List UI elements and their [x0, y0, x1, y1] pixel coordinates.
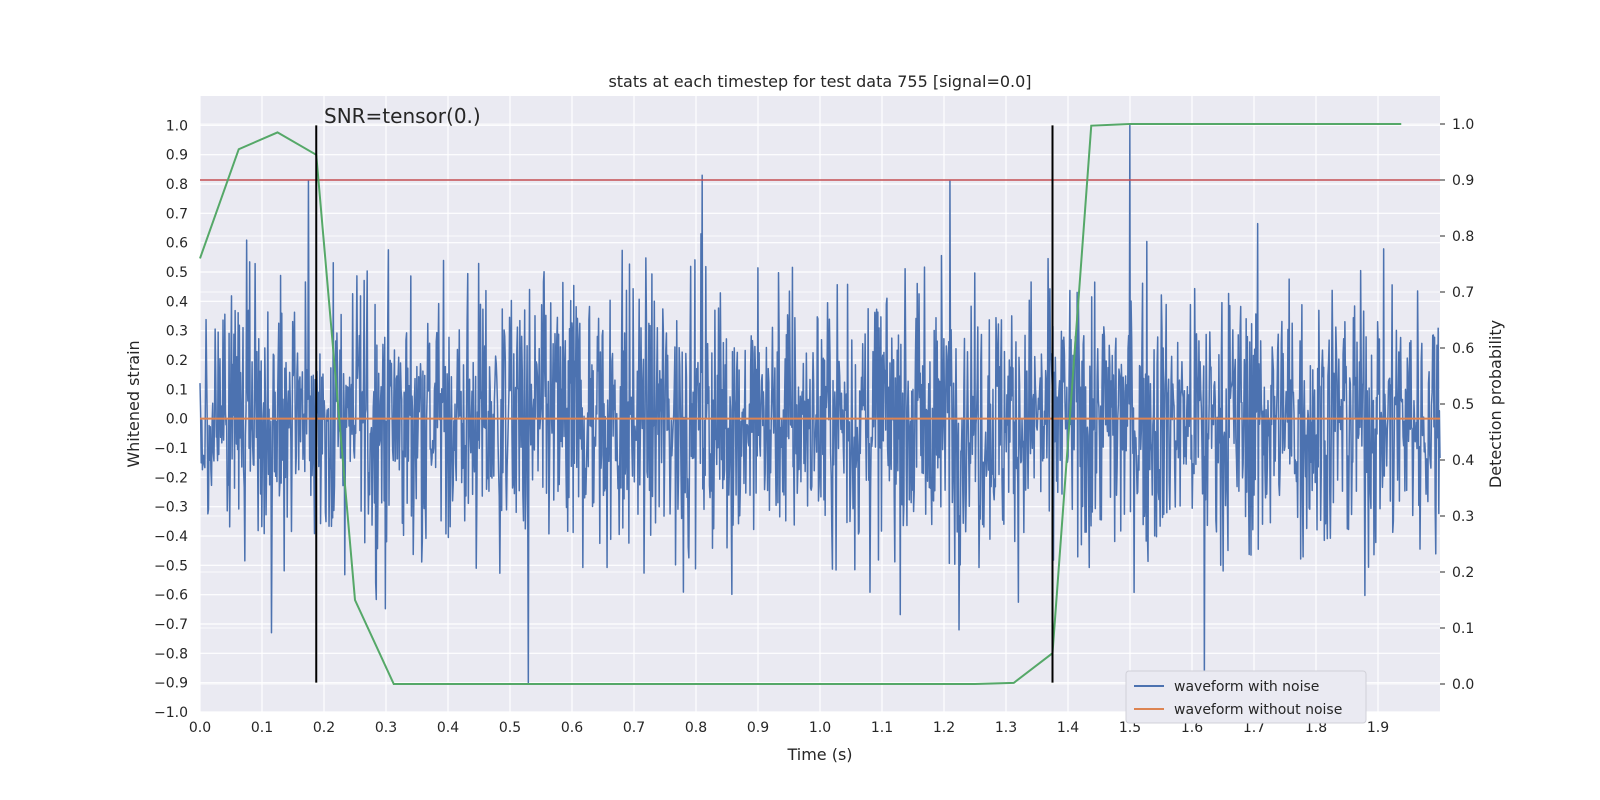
probability-line — [199, 123, 1402, 685]
vertical-markers — [315, 125, 1054, 683]
series-waveform-with-noise — [199, 124, 1441, 684]
snr-annotation: SNR=tensor(0.) — [324, 104, 481, 128]
y-right-tick-label: 0.6 — [1452, 341, 1474, 357]
y-axis-right-ticks: 1.0 0.9 0.8 0.7 0.6 0.5 0.4 0.3 0.2 0.1 0.0 — [1440, 117, 1474, 693]
y-left-tick-label: 1.0 — [166, 118, 188, 134]
x-tick-label: 1.4 — [1057, 720, 1079, 736]
y-right-tick-label: 0.3 — [1452, 509, 1474, 525]
y-right-tick-label: 0.2 — [1452, 565, 1474, 581]
x-tick-label: 0.2 — [313, 720, 335, 736]
y-right-tick-label: 1.0 — [1452, 117, 1474, 133]
y-left-tick-label: −0.2 — [154, 470, 188, 486]
y-right-tick-label: 0.8 — [1452, 229, 1474, 245]
y-left-tick-label: −0.4 — [154, 529, 188, 545]
y-left-tick-label: 0.9 — [166, 148, 188, 164]
y-left-tick-label: −0.3 — [154, 500, 188, 516]
legend-label-clean: waveform without noise — [1174, 702, 1342, 718]
y-left-tick-label: 0.1 — [166, 382, 188, 398]
y-left-tick-label: −0.9 — [154, 676, 188, 692]
y-left-tick-label: 0.6 — [166, 236, 188, 252]
x-tick-label: 0.6 — [561, 720, 583, 736]
noise-line — [199, 124, 1441, 684]
x-axis-ticks: 0.0 0.1 0.2 0.3 0.4 0.5 0.6 0.7 0.8 0.9 1.0 1.1 1.2 1… — [189, 720, 1389, 736]
y-right-tick-label: 0.9 — [1452, 173, 1474, 189]
y-axis-left-ticks: 1.0 0.9 0.8 0.7 0.6 0.5 0.4 0.3 0.2 0.1 0.0 −0.1 −0.… — [154, 118, 188, 721]
y-left-tick-label: 0.7 — [166, 206, 188, 222]
y-right-tick-label: 0.1 — [1452, 621, 1474, 637]
x-tick-label: 1.3 — [995, 720, 1017, 736]
y-right-tick-label: 0.7 — [1452, 285, 1474, 301]
legend-box — [1125, 670, 1367, 724]
y-left-tick-label: −0.6 — [154, 588, 188, 604]
y-right-tick-label: 0.0 — [1452, 677, 1474, 693]
chart-title: stats at each timestep for test data 755… — [608, 72, 1031, 91]
x-tick-label: 0.8 — [685, 720, 707, 736]
x-tick-label: 1.0 — [809, 720, 831, 736]
legend: waveform with noise waveform without noi… — [1125, 670, 1367, 724]
x-tick-label: 1.7 — [1243, 720, 1265, 736]
y-left-tick-label: 0.4 — [166, 294, 188, 310]
x-tick-label: 1.9 — [1367, 720, 1389, 736]
x-tick-label: 0.9 — [747, 720, 769, 736]
x-tick-label: 0.0 — [189, 720, 211, 736]
x-tick-label: 0.7 — [623, 720, 645, 736]
y-left-tick-label: −0.8 — [154, 646, 188, 662]
x-tick-label: 1.2 — [933, 720, 955, 736]
y-left-tick-label: −1.0 — [154, 705, 188, 721]
y-right-tick-label: 0.5 — [1452, 397, 1474, 413]
x-tick-label: 1.5 — [1119, 720, 1141, 736]
y-left-tick-label: 0.8 — [166, 177, 188, 193]
y-left-tick-label: −0.5 — [154, 558, 188, 574]
x-axis-label: Time (s) — [786, 745, 852, 764]
y-left-tick-label: 0.5 — [166, 265, 188, 281]
y-axis-right-label: Detection probability — [1486, 320, 1505, 488]
y-left-tick-label: −0.7 — [154, 617, 188, 633]
y-right-tick-label: 0.4 — [1452, 453, 1474, 469]
y-axis-left-label: Whitened strain — [124, 340, 143, 467]
y-left-tick-label: 0.3 — [166, 324, 188, 340]
y-left-tick-label: −0.1 — [154, 441, 188, 457]
y-left-tick-label: 0.2 — [166, 353, 188, 369]
x-tick-label: 0.4 — [437, 720, 459, 736]
x-tick-label: 0.5 — [499, 720, 521, 736]
x-tick-label: 1.1 — [871, 720, 893, 736]
x-tick-label: 1.6 — [1181, 720, 1203, 736]
series-detection-probability — [199, 123, 1402, 685]
x-tick-label: 0.3 — [375, 720, 397, 736]
x-tick-label: 1.8 — [1305, 720, 1327, 736]
y-left-tick-label: 0.0 — [166, 412, 188, 428]
x-tick-label: 0.1 — [251, 720, 273, 736]
legend-label-noise: waveform with noise — [1174, 679, 1319, 695]
